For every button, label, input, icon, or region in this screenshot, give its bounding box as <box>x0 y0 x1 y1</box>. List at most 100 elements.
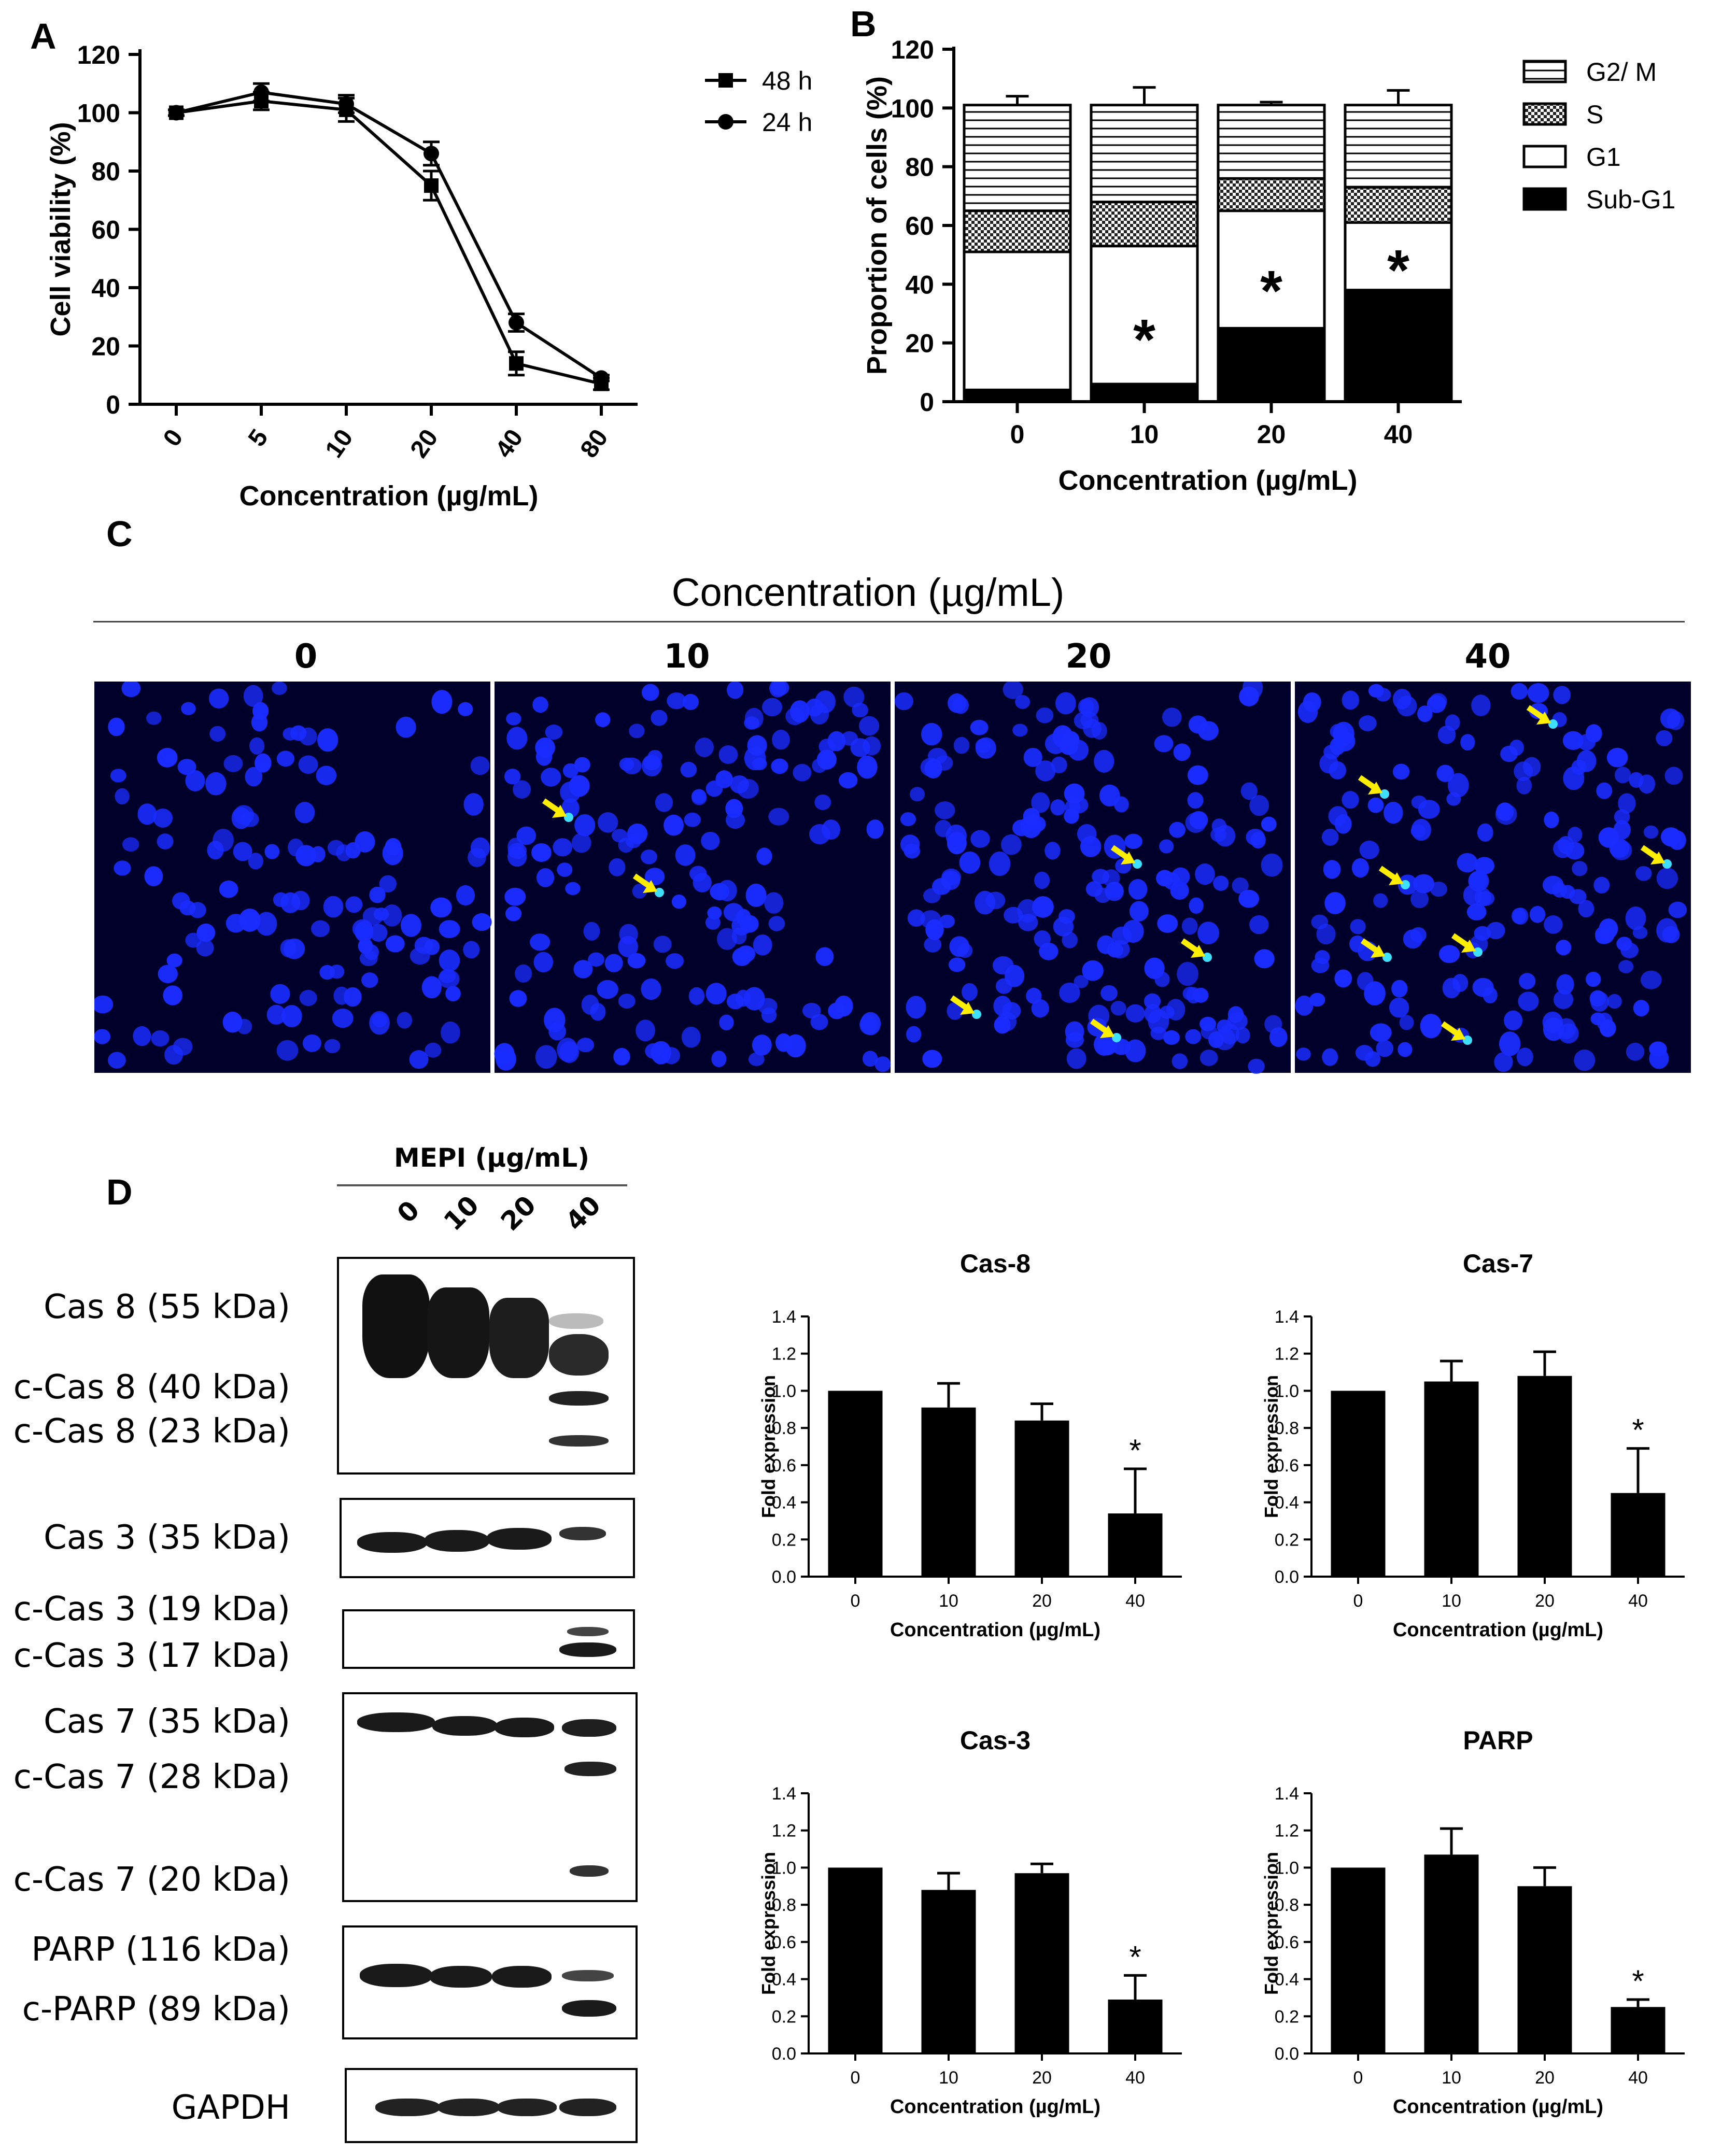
nucleus <box>1544 811 1559 828</box>
nucleus <box>1359 715 1377 731</box>
nucleus <box>1389 997 1409 1018</box>
y-tick-label: 1.2 <box>772 1344 796 1364</box>
x-tick-label: 0 <box>851 1591 860 1611</box>
nucleus <box>1563 766 1585 790</box>
significance-star: * <box>1632 1964 1644 1999</box>
x-tick-label: 80 <box>575 424 614 463</box>
nucleus <box>1012 724 1028 737</box>
nucleus <box>1392 688 1412 710</box>
nucleus <box>1297 700 1318 723</box>
nucleus <box>324 1039 341 1053</box>
nucleus <box>1296 1047 1311 1061</box>
significance-star: * <box>1129 1433 1141 1468</box>
nucleus <box>904 843 921 859</box>
nucleus <box>906 1026 922 1043</box>
y-axis-label: Fold expression <box>1261 1375 1282 1518</box>
nucleus <box>185 770 205 791</box>
blot-label: c-Cas 3 (17 kDa) <box>13 1637 290 1675</box>
panel-c-micrographs <box>94 682 1691 1074</box>
x-tick-label: 20 <box>1032 2068 1052 2088</box>
nucleus <box>396 716 416 738</box>
data-point-circle <box>338 96 354 112</box>
nucleus <box>516 826 537 845</box>
apoptotic-nucleus <box>564 813 573 822</box>
arrow-head <box>643 880 657 893</box>
y-tick-label: 60 <box>91 216 120 245</box>
nucleus <box>336 844 352 861</box>
apoptotic-nucleus <box>1112 1033 1121 1042</box>
nucleus <box>243 685 263 707</box>
nucleus <box>355 831 375 853</box>
nucleus <box>1017 899 1038 923</box>
nucleus <box>1034 930 1051 948</box>
y-tick-label: 1.4 <box>772 1784 796 1804</box>
nucleus <box>1596 782 1613 799</box>
nucleus <box>137 803 157 825</box>
nucleus <box>458 702 473 716</box>
nucleus <box>153 808 173 828</box>
stacked-bar-segment <box>1344 186 1453 224</box>
y-tick-label: 20 <box>905 329 934 358</box>
nucleus <box>1620 942 1639 958</box>
nucleus <box>1061 731 1080 748</box>
nucleus <box>1494 1052 1513 1072</box>
nucleus <box>1590 1012 1605 1026</box>
nucleus <box>562 763 578 778</box>
nucleus <box>613 1047 630 1066</box>
nucleus <box>310 846 326 862</box>
nucleus <box>731 916 752 936</box>
blot-label: c-Cas 8 (23 kDa) <box>13 1412 290 1451</box>
nucleus <box>667 692 686 710</box>
nucleus <box>1249 915 1269 934</box>
panel-c-header: Concentration (µg/mL) <box>671 571 1065 615</box>
apoptotic-nucleus <box>1133 859 1142 869</box>
nucleus <box>1656 730 1673 746</box>
nucleus <box>1391 980 1408 998</box>
nucleus <box>859 1015 878 1035</box>
nucleus <box>294 801 315 824</box>
y-tick-label: 1.4 <box>772 1307 796 1327</box>
nucleus <box>818 739 836 755</box>
nucleus <box>748 1052 765 1066</box>
chart-cas8: Cas-8 0.0 0.2 0.4 0.6 0.8 1.0 1.2 1.4 0 10 20 40 * Con… <box>758 1249 1182 1641</box>
apoptotic-nucleus <box>1548 719 1558 729</box>
nucleus <box>1240 782 1258 800</box>
nucleus <box>1463 884 1482 906</box>
nucleus <box>166 953 182 968</box>
nucleus <box>1173 743 1191 761</box>
x-axis-label: Concentration (µg/mL) <box>1393 2096 1603 2118</box>
nucleus <box>122 837 139 852</box>
nucleus <box>636 1019 655 1042</box>
x-tick-label: 40 <box>1628 2068 1648 2088</box>
nucleus <box>727 682 744 699</box>
nucleus <box>370 924 388 942</box>
nucleus <box>509 990 527 1007</box>
nucleus <box>1334 969 1352 988</box>
nucleus <box>947 693 966 713</box>
nucleus <box>923 888 941 903</box>
nucleus <box>249 737 265 755</box>
nucleus <box>719 1014 734 1031</box>
x-tick-label: 0 <box>1353 1591 1363 1611</box>
mepi-header-line <box>337 1184 627 1186</box>
nucleus <box>1357 972 1374 990</box>
y-axis-label: Proportion of cells (%) <box>862 76 893 375</box>
nucleus <box>208 688 229 708</box>
nucleus <box>1321 828 1339 846</box>
nucleus <box>857 755 878 779</box>
nucleus <box>273 892 289 908</box>
data-point-circle <box>253 84 269 101</box>
nucleus <box>675 844 696 866</box>
nucleus <box>323 896 344 918</box>
y-tick-label: 60 <box>905 211 934 240</box>
nucleus <box>536 868 555 887</box>
nucleus <box>1100 985 1118 1001</box>
nucleus <box>1420 1014 1442 1039</box>
nucleus <box>945 824 967 847</box>
nucleus <box>535 1045 557 1069</box>
nucleus <box>209 726 226 742</box>
legend-label: G2/ M <box>1586 58 1657 87</box>
y-axis-label: Cell viability (%) <box>45 122 76 336</box>
nucleus <box>841 731 858 746</box>
nucleus <box>924 937 942 953</box>
